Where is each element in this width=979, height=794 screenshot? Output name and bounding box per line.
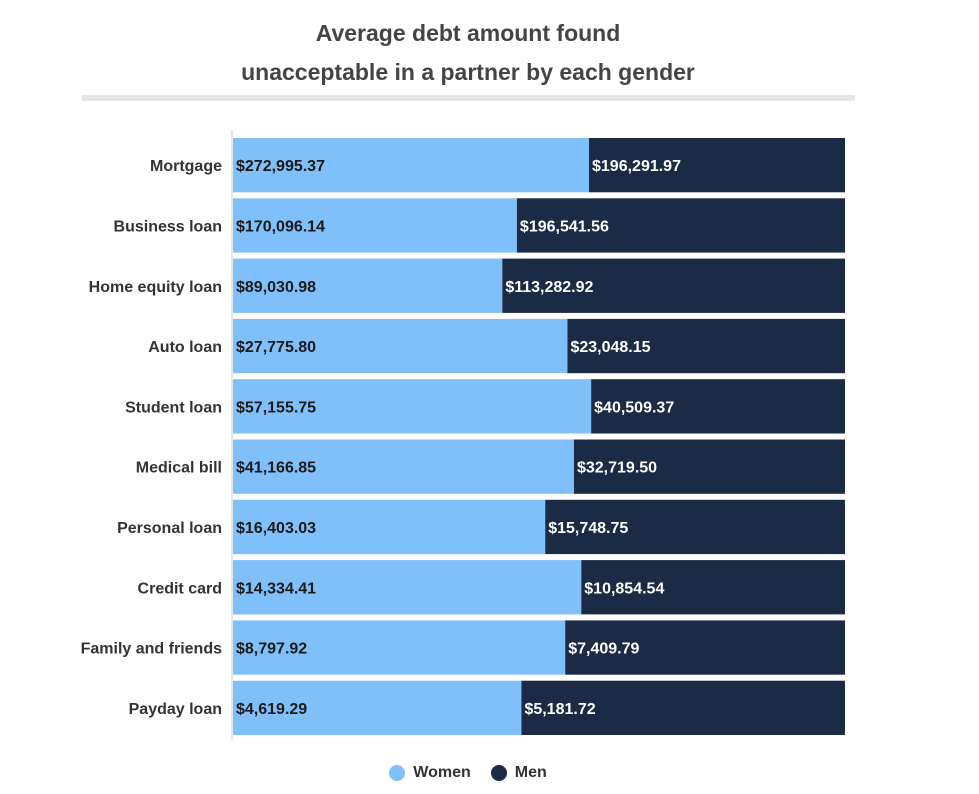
data-label-men: $7,409.79 xyxy=(568,641,639,658)
data-label-women: $57,155.75 xyxy=(236,399,316,416)
bar-women xyxy=(233,499,546,555)
chart-title-line-2: unacceptable in a partner by each gender xyxy=(241,59,695,85)
bar-men xyxy=(591,379,845,434)
data-label-women: $14,334.41 xyxy=(236,580,316,597)
category-label: Payday loan xyxy=(129,701,222,718)
data-label-women: $170,096.14 xyxy=(236,218,325,235)
data-label-men: $196,291.97 xyxy=(592,158,681,175)
bar-men xyxy=(502,258,845,313)
legend: Women Men xyxy=(0,764,936,782)
bar-men xyxy=(573,439,845,494)
data-label-men: $10,854.54 xyxy=(584,580,664,597)
legend-item-women[interactable]: Women xyxy=(389,764,471,782)
data-label-women: $41,166.85 xyxy=(236,460,316,477)
category-label: Mortgage xyxy=(150,158,222,175)
data-label-men: $15,748.75 xyxy=(548,520,628,537)
bar-men xyxy=(516,198,845,253)
bar-women xyxy=(233,138,590,193)
bar-women xyxy=(233,258,503,313)
legend-swatch-men xyxy=(490,765,507,781)
chart-title-line-1: Average debt amount found xyxy=(315,20,621,46)
category-label: Auto loan xyxy=(148,339,222,356)
bar-women xyxy=(233,379,592,434)
bar-men xyxy=(521,680,845,735)
bar-women xyxy=(233,198,517,253)
bar-men xyxy=(567,318,845,374)
legend-swatch-women xyxy=(389,765,406,781)
data-label-men: $113,282.92 xyxy=(505,279,593,296)
category-label: Home equity loan xyxy=(89,279,222,296)
chart-title: Average debt amount found unacceptable i… xyxy=(0,14,936,92)
bar-men xyxy=(589,138,845,193)
data-label-women: $272,995.37 xyxy=(236,158,325,175)
bar-women xyxy=(233,680,522,735)
data-label-women: $27,775.80 xyxy=(236,339,316,356)
data-label-men: $23,048.15 xyxy=(570,339,650,356)
bar-women xyxy=(233,620,566,675)
legend-item-men[interactable]: Men xyxy=(490,764,547,782)
data-label-men: $32,719.50 xyxy=(577,460,657,477)
category-label: Medical bill xyxy=(136,460,222,477)
bar-women xyxy=(233,560,582,615)
data-label-men: $196,541.56 xyxy=(520,218,609,235)
legend-label-women: Women xyxy=(413,764,471,781)
data-label-men: $5,181.72 xyxy=(524,701,595,718)
data-label-women: $8,797.92 xyxy=(236,641,307,658)
data-label-women: $16,403.03 xyxy=(236,520,316,537)
legend-label-men: Men xyxy=(514,764,547,781)
category-label: Credit card xyxy=(138,580,222,597)
category-label: Business loan xyxy=(114,218,222,235)
data-label-women: $4,619.29 xyxy=(236,701,307,718)
data-label-women: $89,030.98 xyxy=(236,279,316,296)
category-label: Personal loan xyxy=(117,520,222,537)
bar-men xyxy=(565,620,845,675)
data-label-men: $40,509.37 xyxy=(594,399,674,416)
category-label: Family and friends xyxy=(81,641,222,658)
bar-men xyxy=(545,499,845,555)
bar-women xyxy=(233,439,574,494)
bar-men xyxy=(581,560,845,615)
bar-women xyxy=(233,318,568,374)
category-label: Student loan xyxy=(125,399,222,416)
title-divider xyxy=(82,95,855,101)
